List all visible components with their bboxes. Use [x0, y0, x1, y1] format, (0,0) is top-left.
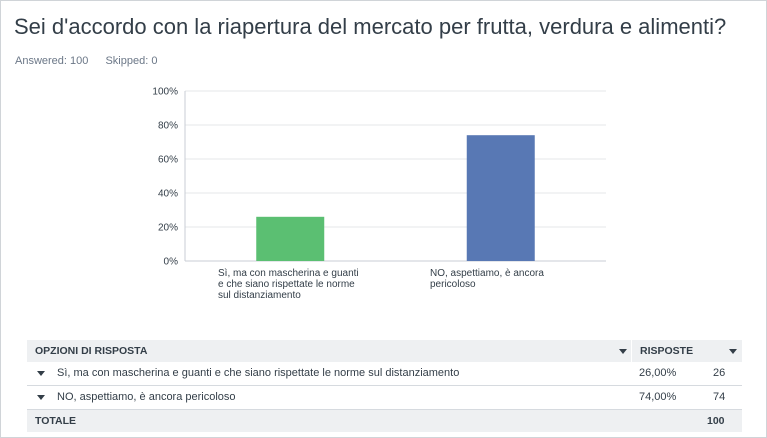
- x-label-0-line-2: sul distanziamento: [218, 290, 301, 301]
- header-options[interactable]: OPZIONI DI RISPOSTA: [35, 345, 148, 357]
- table-total-row: TOTALE 100: [27, 410, 742, 432]
- bar-1: [466, 135, 535, 261]
- table-row[interactable]: NO, aspettiamo, è ancora pericoloso 74,0…: [27, 386, 742, 410]
- row-label: NO, aspettiamo, è ancora pericoloso: [57, 391, 236, 403]
- y-tick-label: 20%: [158, 223, 178, 234]
- x-label-0: Sì, ma con mascherina e guanti e che sia…: [218, 268, 373, 301]
- bar-chart: 0% 20% 40% 60% 80% 100%: [152, 87, 606, 268]
- sort-options-icon[interactable]: [619, 340, 627, 362]
- row-percent: 74,00%: [639, 391, 677, 403]
- table-header: OPZIONI DI RISPOSTA RISPOSTE: [27, 340, 742, 362]
- expand-row-icon[interactable]: [37, 362, 45, 384]
- skipped-count: Skipped: 0: [105, 55, 158, 67]
- row-count: 26: [713, 367, 726, 379]
- y-tick-label: 0%: [164, 257, 179, 268]
- x-label-1-line-0: NO, aspettiamo, è ancora: [430, 268, 544, 279]
- table-row[interactable]: Sì, ma con mascherina e guanti e che sia…: [27, 362, 742, 386]
- row-percent: 26,00%: [639, 367, 677, 379]
- bar-0: [256, 216, 325, 261]
- x-label-0-line-1: e che siano rispettate le norme: [218, 279, 355, 290]
- total-label: TOTALE: [35, 415, 77, 427]
- x-label-1-line-1: pericoloso: [430, 279, 476, 290]
- question-title: Sei d'accordo con la riapertura del merc…: [14, 14, 727, 39]
- y-tick-label: 80%: [158, 121, 178, 132]
- sort-responses-icon[interactable]: [729, 340, 737, 362]
- responses-table: OPZIONI DI RISPOSTA RISPOSTE Sì, ma con …: [27, 340, 742, 432]
- y-tick-label: 40%: [158, 189, 178, 200]
- x-label-0-line-0: Sì, ma con mascherina e guanti: [218, 268, 359, 279]
- y-tick-label: 60%: [158, 155, 178, 166]
- answered-count: Answered: 100: [15, 55, 89, 67]
- row-label: Sì, ma con mascherina e guanti e che sia…: [57, 367, 460, 379]
- header-divider: [631, 340, 632, 362]
- response-stats: Answered: 100 Skipped: 0: [15, 55, 171, 67]
- x-label-1: NO, aspettiamo, è ancora pericoloso: [430, 268, 585, 290]
- total-count: 100: [707, 415, 725, 427]
- header-responses[interactable]: RISPOSTE: [640, 345, 694, 357]
- row-count: 74: [713, 391, 726, 403]
- expand-row-icon[interactable]: [37, 386, 45, 408]
- y-tick-label: 100%: [152, 87, 178, 98]
